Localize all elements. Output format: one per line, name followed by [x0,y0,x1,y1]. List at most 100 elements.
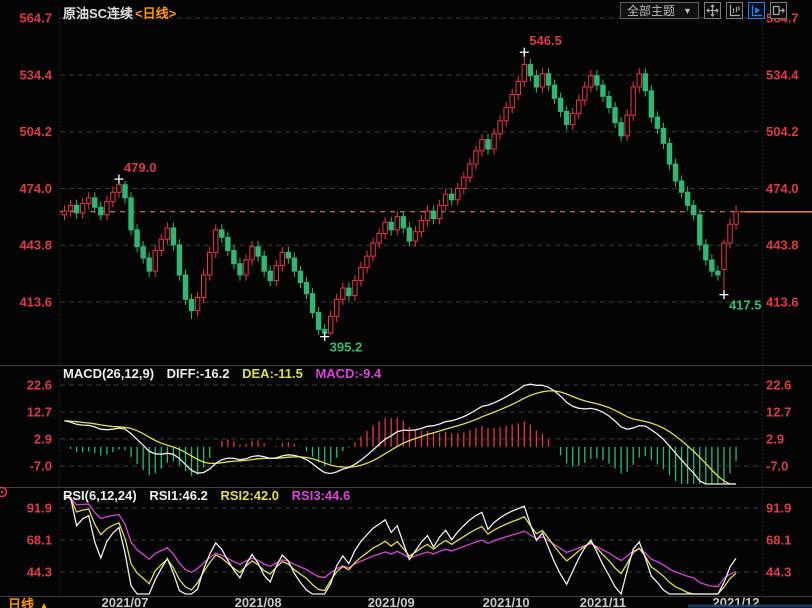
grid [0,10,812,597]
candle [315,306,322,336]
axis-scale-icon[interactable] [725,2,743,19]
candle [648,85,655,123]
y-axis-label: 413.6 [766,295,799,310]
instrument-title: 原油SC连续 <日线> [63,3,176,22]
price-annotation-label: 417.5 [729,298,762,313]
horizontal-scrollbar[interactable] [688,604,812,608]
panel-settings-icon[interactable] [0,486,8,498]
candle [328,310,334,336]
candle [449,188,455,206]
candle [709,254,715,277]
axis-scale-active-icon[interactable] [747,2,765,19]
candle [334,293,340,322]
rsi-header: RSI(6,12,24) RSI1:46.2 RSI2:42.0 RSI3:44… [63,488,350,503]
candle [98,201,104,221]
x-axis-label: 2021/09 [368,595,415,608]
y-axis-label: 443.8 [766,238,799,253]
candle [539,68,546,93]
y-axis-label: 474.0 [19,181,52,196]
rsi3-value: RSI3:44.6 [291,488,351,503]
price-annotation-label: 479.0 [124,160,157,175]
candles [61,52,739,337]
candle [219,224,225,243]
candle [231,244,237,270]
candle [170,222,177,251]
y-axis-label: 474.0 [766,181,799,196]
price-annotation: 395.2 [320,332,362,355]
pane-export-icon[interactable] [769,2,787,19]
candle [370,237,376,262]
candle [86,192,92,210]
candle [255,241,261,262]
candle [346,282,352,302]
candle [225,231,231,257]
rsi1-value: RSI1:46.2 [149,488,208,503]
candle [243,254,249,281]
candle [285,246,292,264]
candle [61,205,68,221]
candle [485,133,491,155]
rsi2-line [64,496,737,595]
period-selector[interactable]: 日线 ▲ [8,594,49,608]
candle [612,102,618,129]
candle [509,88,515,114]
price-annotation: 546.5 [519,33,562,57]
candle [533,70,540,93]
candle [473,145,479,170]
candle [140,241,146,264]
crosshair-move-icon[interactable] [703,2,721,19]
candle [261,250,267,277]
y-axis-label: -7.0 [766,459,788,474]
macd-diff-value: DIFF:-16.2 [166,366,230,381]
candle [642,68,648,97]
candle [582,81,588,106]
candle [715,265,721,281]
y-axis-label: 504.2 [766,124,799,139]
period-tag: <日线> [135,6,177,21]
macd-diff-line [64,383,737,485]
candle [430,205,437,225]
candle [291,252,298,277]
y-axis-label: 2.9 [766,431,784,446]
candle [128,192,134,236]
candle [672,158,679,187]
x-axis-label: 2021/07 [102,595,149,608]
candle [467,158,473,183]
candle [660,122,667,150]
candle [164,222,171,245]
y-axis-label: 68.1 [27,533,52,548]
x-axis-label: 2021/08 [235,595,282,608]
candle [188,293,195,320]
candle [146,252,152,277]
candle [442,188,449,212]
candle [376,227,382,249]
candle [733,205,739,230]
candle [594,70,600,91]
candle [237,258,243,281]
y-axis-label: 44.3 [766,565,791,580]
candle [727,218,733,249]
y-axis-label: 12.7 [766,405,791,420]
candle [182,269,189,306]
y-axis-label: -7.0 [30,459,52,474]
candle [630,81,636,121]
macd-macd-value: MACD:-9.4 [315,366,382,381]
y-axis-label: 91.9 [766,501,791,516]
macd-dea-line [64,390,737,485]
candle [455,182,461,206]
macd-label: MACD(26,12,9) [63,366,155,381]
candle [418,214,425,238]
candle [382,216,388,240]
candle [666,137,673,170]
candle [461,171,467,195]
candle [576,94,582,119]
candle [152,244,158,277]
candle [340,282,346,306]
candle [588,70,594,93]
candle [73,199,80,219]
theme-dropdown[interactable]: 全部主题 ▼ [620,2,699,19]
candle [388,216,394,236]
candle [358,261,364,287]
